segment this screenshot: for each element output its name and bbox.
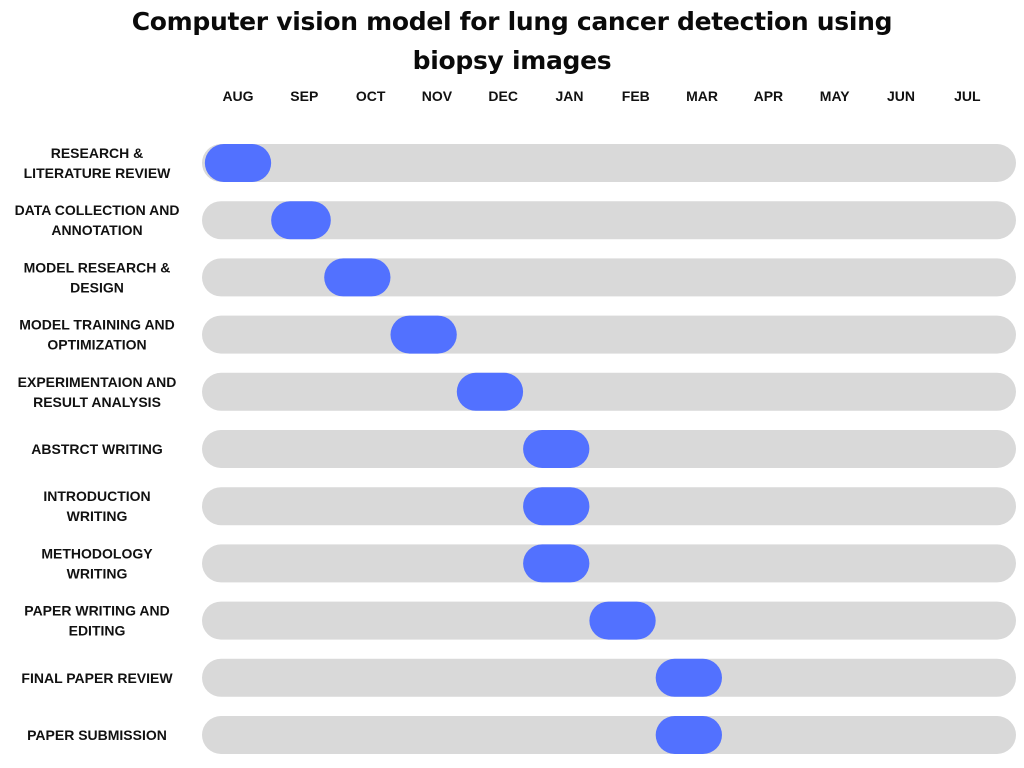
task-bar[interactable]	[456, 372, 524, 411]
task-bar[interactable]	[523, 487, 590, 526]
task-label: FINAL PAPER REVIEW	[21, 670, 173, 686]
month-label: DEC	[488, 88, 518, 104]
task-bar[interactable]	[655, 716, 722, 754]
chart-title: Computer vision model for lung cancer de…	[0, 2, 1024, 80]
task-label: PAPER WRITING AND EDITING	[24, 603, 169, 639]
month-label: AUG	[222, 88, 253, 104]
task-track	[202, 144, 1016, 182]
task-label-line: WRITING	[67, 565, 128, 581]
task-label-line: METHODOLOGY	[41, 545, 153, 561]
task-row: PAPER SUBMISSION	[27, 716, 1016, 754]
task-label-line: WRITING	[67, 508, 128, 524]
task-bar[interactable]	[655, 658, 722, 697]
chart-title-line: biopsy images	[412, 46, 612, 75]
task-label-line: RESEARCH &	[51, 145, 144, 161]
task-track	[202, 716, 1016, 754]
task-label-line: PAPER WRITING AND	[24, 603, 169, 619]
task-row: EXPERIMENTAION AND RESULT ANALYSIS	[18, 372, 1016, 411]
month-label: JUL	[954, 88, 981, 104]
task-bar[interactable]	[324, 258, 391, 297]
task-track	[202, 430, 1016, 468]
task-bar[interactable]	[271, 201, 331, 240]
task-bar[interactable]	[390, 315, 457, 354]
task-row: MODEL RESEARCH & DESIGN	[24, 258, 1016, 297]
month-label: APR	[754, 88, 784, 104]
task-row: FINAL PAPER REVIEW	[21, 658, 1016, 697]
task-track	[202, 201, 1016, 240]
task-row: METHODOLOGY WRITING	[41, 544, 1016, 583]
task-label: DATA COLLECTION AND ANNOTATION	[15, 202, 180, 238]
task-track	[202, 544, 1016, 583]
month-label: MAR	[686, 88, 718, 104]
task-row: INTRODUCTION WRITING	[43, 487, 1016, 526]
month-label: JAN	[555, 88, 583, 104]
chart-title-line: Computer vision model for lung cancer de…	[131, 7, 893, 36]
task-bar[interactable]	[523, 544, 590, 583]
month-label: MAY	[820, 88, 850, 104]
task-track	[202, 658, 1016, 697]
month-axis: AUG SEP OCT NOV DEC JAN FEB MAR APR MAY JUN JUL	[222, 88, 981, 104]
task-track	[202, 258, 1016, 297]
task-label: INTRODUCTION WRITING	[43, 488, 150, 524]
task-label-line: LITERATURE REVIEW	[24, 165, 172, 181]
task-label: EXPERIMENTAION AND RESULT ANALYSIS	[18, 374, 177, 410]
month-label: OCT	[356, 88, 386, 104]
task-bar[interactable]	[523, 430, 590, 468]
task-row: PAPER WRITING AND EDITING	[24, 601, 1016, 640]
task-label: PAPER SUBMISSION	[27, 727, 167, 743]
task-label-line: ABSTRCT WRITING	[31, 441, 163, 457]
task-row: ABSTRCT WRITING	[31, 430, 1016, 468]
task-label: ABSTRCT WRITING	[31, 441, 163, 457]
task-row: RESEARCH & LITERATURE REVIEW	[24, 144, 1016, 182]
task-rows: RESEARCH & LITERATURE REVIEW DATA COLLECTI…	[15, 144, 1016, 754]
task-label-line: RESULT ANALYSIS	[33, 394, 161, 410]
task-label-line: DESIGN	[70, 279, 124, 295]
task-label: RESEARCH & LITERATURE REVIEW	[24, 145, 172, 181]
task-row: DATA COLLECTION AND ANNOTATION	[15, 201, 1016, 240]
task-bar[interactable]	[589, 601, 656, 640]
task-label-line: DATA COLLECTION AND	[15, 202, 180, 218]
task-label-line: FINAL PAPER REVIEW	[21, 670, 173, 686]
task-track	[202, 315, 1016, 354]
task-label-line: OPTIMIZATION	[47, 337, 146, 353]
task-label: MODEL RESEARCH & DESIGN	[24, 259, 171, 295]
task-track	[202, 372, 1016, 411]
task-label-line: MODEL TRAINING AND	[19, 317, 175, 333]
task-label: MODEL TRAINING AND OPTIMIZATION	[19, 317, 175, 353]
month-label: FEB	[622, 88, 650, 104]
task-label-line: INTRODUCTION	[43, 488, 150, 504]
task-label-line: EXPERIMENTAION AND	[18, 374, 177, 390]
task-label-line: ANNOTATION	[51, 222, 142, 238]
month-label: JUN	[887, 88, 915, 104]
task-label-line: EDITING	[69, 623, 126, 639]
task-bar[interactable]	[204, 144, 272, 182]
task-row: MODEL TRAINING AND OPTIMIZATION	[19, 315, 1016, 354]
month-label: SEP	[290, 88, 318, 104]
task-track	[202, 487, 1016, 526]
month-label: NOV	[422, 88, 453, 104]
task-label: METHODOLOGY WRITING	[41, 545, 153, 581]
task-label-line: MODEL RESEARCH &	[24, 259, 171, 275]
task-label-line: PAPER SUBMISSION	[27, 727, 167, 743]
